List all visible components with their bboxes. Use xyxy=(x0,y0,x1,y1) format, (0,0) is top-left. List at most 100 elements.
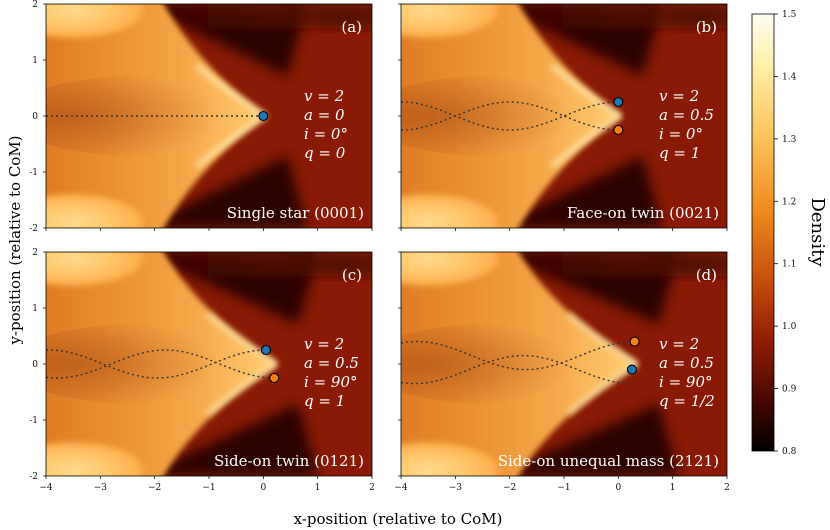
density-field xyxy=(401,252,727,476)
param-label: v = 2 xyxy=(659,335,699,353)
param-label: a = 0 xyxy=(304,106,345,124)
colorbar-ticks: 1.5 1.4 1.3 1.2 1.1 1.0 0.9 0.8 xyxy=(774,10,797,457)
param-label: i = 0° xyxy=(659,125,703,143)
x-tick-label: 0 xyxy=(260,483,266,493)
low-density-bottom xyxy=(493,404,679,476)
colorbar-tick-label: 1.0 xyxy=(782,322,797,332)
panel-letter: (d) xyxy=(696,266,717,284)
panel-c: (c) v = 2a = 0.5i = 90°q = 1 Side-on twin … xyxy=(45,251,373,477)
corner-lobe-bottom xyxy=(46,442,144,476)
x-tick-label: −2 xyxy=(148,483,161,493)
y-tick-label: -2 xyxy=(29,224,38,234)
param-label: v = 2 xyxy=(304,87,344,105)
star-marker xyxy=(258,110,269,122)
colorbar-ramp xyxy=(751,13,775,452)
x-tick-label: −2 xyxy=(503,483,516,493)
top-shadow xyxy=(509,4,727,28)
x-tick-label: −3 xyxy=(94,483,108,493)
star-marker xyxy=(269,372,280,384)
panel-title: Face-on twin (0021) xyxy=(567,204,719,222)
corner-lobe-top xyxy=(401,4,499,38)
y-tick-label: 0 xyxy=(32,112,38,122)
param-label: q = 1/2 xyxy=(659,392,715,410)
x-tick-label: −4 xyxy=(39,483,53,493)
star-marker xyxy=(626,364,637,375)
y-tick-label: -2 xyxy=(29,472,38,482)
panel-title: Side-on twin (0121) xyxy=(214,452,364,470)
corner-lobe-bottom xyxy=(401,194,499,228)
param-label: a = 0.5 xyxy=(304,354,359,372)
colorbar-tick-label: 0.8 xyxy=(782,447,797,457)
y-tick-label: 1 xyxy=(32,304,38,314)
corner-lobe-bottom xyxy=(401,442,499,476)
corner-lobe-top xyxy=(46,252,144,286)
param-label: a = 0.5 xyxy=(659,106,714,124)
top-shadow xyxy=(154,4,372,28)
colorbar-tick-label: 0.9 xyxy=(782,385,797,395)
colorbar-tick-label: 1.1 xyxy=(782,260,796,270)
y-tick-label: 2 xyxy=(32,248,38,258)
param-label: i = 90° xyxy=(304,373,358,391)
density-field xyxy=(46,252,372,476)
y-axis-label: y-position (relative to CoM) xyxy=(6,135,24,345)
colorbar-tick-label: 1.5 xyxy=(782,10,797,20)
orbit-path xyxy=(46,349,266,379)
y-tick-label: 2 xyxy=(32,0,38,10)
colorbar-tick-label: 1.4 xyxy=(782,72,797,82)
y-tick-label: 1 xyxy=(32,56,38,66)
corner-lobe-top xyxy=(46,4,144,38)
x-tick-label: −4 xyxy=(394,483,408,493)
panel-letter: (c) xyxy=(342,266,362,284)
star-marker xyxy=(629,336,640,347)
x-tick-label: 0 xyxy=(615,483,621,493)
panel-title: Side-on unequal mass (2121) xyxy=(498,452,719,470)
colorbar-tick-label: 1.2 xyxy=(782,197,796,207)
param-label: i = 0° xyxy=(304,125,348,143)
star-marker xyxy=(613,96,624,108)
wake-cavity xyxy=(46,76,253,156)
panel-b: (b) v = 2a = 0.5i = 0°q = 1 Face-on twin (… xyxy=(400,3,728,229)
param-label: v = 2 xyxy=(304,335,344,353)
y-tick-label: 0 xyxy=(32,360,38,370)
panel-letter: (b) xyxy=(696,18,717,36)
orbit-path xyxy=(401,340,635,371)
wake-cavity xyxy=(46,324,253,404)
corner-lobe-bottom xyxy=(46,194,144,228)
top-shadow xyxy=(509,252,727,276)
x-tick-label: 1 xyxy=(315,483,321,493)
param-label: a = 0.5 xyxy=(659,354,714,372)
x-axis-label: x-position (relative to CoM) xyxy=(294,510,503,528)
wake-cavity xyxy=(401,76,608,156)
y-tick-label: -1 xyxy=(29,416,38,426)
x-tick-label: 2 xyxy=(724,483,730,493)
corner-lobe-top xyxy=(401,252,499,286)
x-tick-label: 1 xyxy=(670,483,676,493)
wake-cavity xyxy=(401,324,608,404)
colorbar-label: Density xyxy=(807,197,828,267)
panel-title: Single star (0001) xyxy=(227,204,364,222)
shock-rim xyxy=(206,311,278,417)
param-label: i = 90° xyxy=(659,373,713,391)
x-tick-label: −1 xyxy=(557,483,570,493)
colorbar-tick-label: 1.3 xyxy=(782,135,797,145)
star-marker xyxy=(260,344,272,356)
shock-rim xyxy=(550,63,622,169)
panel-letter: (a) xyxy=(341,18,362,36)
panel-d: (d) v = 2a = 0.5i = 90°q = 1/2 Side-on une… xyxy=(400,251,728,477)
star-marker xyxy=(613,124,624,136)
density-field xyxy=(46,4,372,228)
param-label: q = 1 xyxy=(659,144,700,162)
density-field xyxy=(401,4,727,228)
top-shadow xyxy=(154,252,372,276)
low-density-bottom xyxy=(138,404,319,476)
y-tick-label: -1 xyxy=(29,168,38,178)
param-label: q = 1 xyxy=(304,392,345,410)
x-tick-label: 2 xyxy=(369,483,375,493)
param-label: q = 0 xyxy=(304,144,346,162)
colorbar: 1.5 1.4 1.3 1.2 1.1 1.0 0.9 0.8 Density xyxy=(751,10,828,457)
x-tick-label: −3 xyxy=(449,483,463,493)
panel-a: (a) v = 2a = 0i = 0°q = 0 Single star (000… xyxy=(45,3,373,229)
